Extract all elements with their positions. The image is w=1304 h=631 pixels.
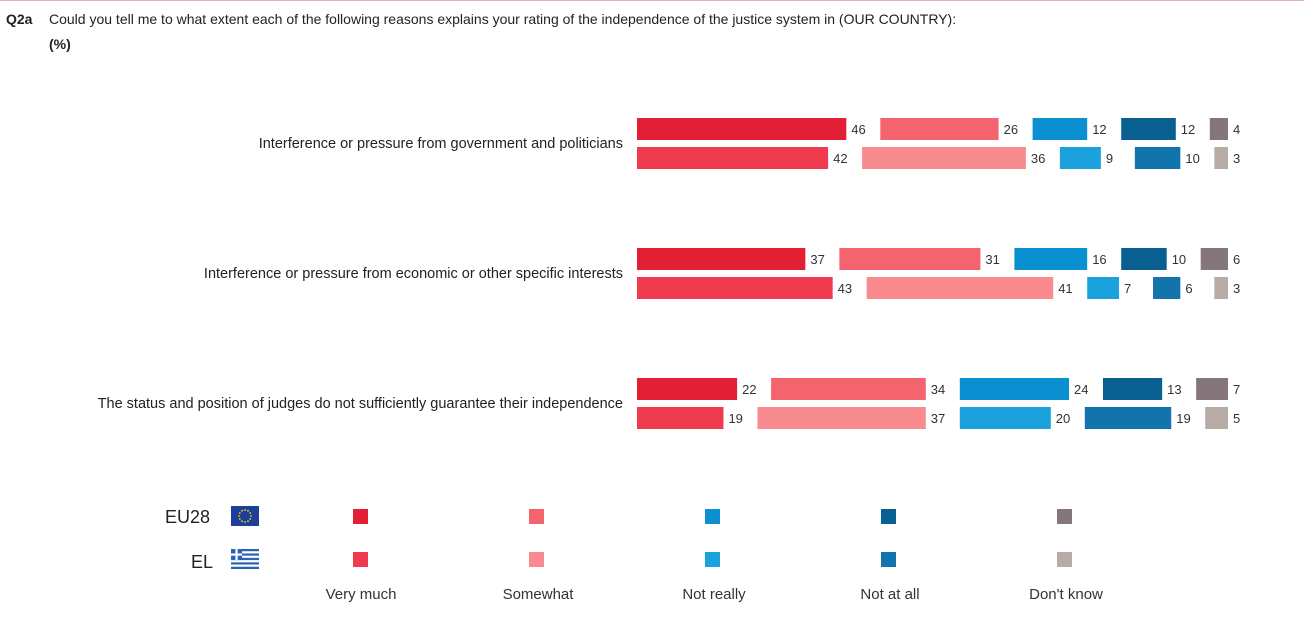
bar-not-at-all-el xyxy=(1153,277,1181,299)
data-label: 20 xyxy=(1056,411,1070,426)
legend-swatch-eu28-not-at-all xyxy=(881,509,896,524)
bar-not-at-all-el xyxy=(1084,407,1172,429)
bar-not-really-eu28 xyxy=(1032,118,1088,140)
bar-very-much-el xyxy=(637,407,724,429)
data-label: 5 xyxy=(1233,411,1240,426)
data-label: 12 xyxy=(1181,122,1195,137)
bar-somewhat-eu28 xyxy=(771,378,926,400)
bar-not-really-eu28 xyxy=(1014,248,1088,270)
legend-swatch-el-not-really xyxy=(705,552,720,567)
legend-label-not-really: Not really xyxy=(682,586,746,603)
legend-swatch-eu28-somewhat xyxy=(529,509,544,524)
bar-don-t-know-el xyxy=(1205,407,1228,429)
data-label: 19 xyxy=(728,411,742,426)
data-label: 7 xyxy=(1233,382,1240,397)
bar-not-really-el xyxy=(959,407,1051,429)
bar-not-at-all-eu28 xyxy=(1103,378,1163,400)
data-label: 19 xyxy=(1176,411,1190,426)
legend-country-el: EL xyxy=(191,552,214,572)
bar-very-much-eu28 xyxy=(637,118,847,140)
legend-swatch-eu28-very-much xyxy=(353,509,368,524)
bar-somewhat-el xyxy=(862,147,1026,169)
legend-swatch-el-very-much xyxy=(353,552,368,567)
data-label: 46 xyxy=(851,122,865,137)
question-id: Q2a xyxy=(6,11,33,27)
data-label: 24 xyxy=(1074,382,1088,397)
bar-not-at-all-eu28 xyxy=(1121,118,1176,140)
bar-not-at-all-el xyxy=(1134,147,1181,169)
legend-label-somewhat: Somewhat xyxy=(502,586,574,603)
bar-don-t-know-el xyxy=(1214,277,1228,299)
legend-label-very-much: Very much xyxy=(325,586,397,603)
legend-label-not-at-all: Not at all xyxy=(860,586,920,603)
data-label: 42 xyxy=(833,151,847,166)
bar-don-t-know-eu28 xyxy=(1209,118,1228,140)
data-label: 37 xyxy=(931,411,945,426)
bar-don-t-know-eu28 xyxy=(1200,248,1228,270)
bar-don-t-know-eu28 xyxy=(1196,378,1228,400)
bar-somewhat-el xyxy=(866,277,1054,299)
data-label: 22 xyxy=(742,382,756,397)
eu-flag-icon xyxy=(231,506,259,526)
bar-very-much-el xyxy=(637,277,833,299)
bar-not-really-eu28 xyxy=(959,378,1069,400)
data-label: 41 xyxy=(1058,281,1072,296)
legend-country-eu28: EU28 xyxy=(165,507,211,527)
bar-don-t-know-el xyxy=(1214,147,1228,169)
data-label: 12 xyxy=(1092,122,1106,137)
category-label: Interference or pressure from government… xyxy=(259,136,623,152)
data-label: 16 xyxy=(1092,252,1106,267)
bar-somewhat-el xyxy=(757,407,926,429)
data-label: 43 xyxy=(838,281,852,296)
category-label: The status and position of judges do not… xyxy=(98,396,623,412)
bar-not-really-el xyxy=(1087,277,1120,299)
data-label: 10 xyxy=(1172,252,1186,267)
data-label: 7 xyxy=(1124,281,1131,296)
bar-very-much-el xyxy=(637,147,829,169)
top-border xyxy=(0,0,1304,1)
data-label: 37 xyxy=(810,252,824,267)
category-label: Interference or pressure from economic o… xyxy=(204,266,623,282)
data-label: 6 xyxy=(1185,281,1192,296)
legend-swatch-el-not-at-all xyxy=(881,552,896,567)
data-label: 10 xyxy=(1185,151,1199,166)
legend-swatch-el-dont-know xyxy=(1057,552,1072,567)
data-label: 4 xyxy=(1233,122,1240,137)
bar-somewhat-eu28 xyxy=(880,118,999,140)
data-label: 9 xyxy=(1106,151,1113,166)
legend-swatch-el-somewhat xyxy=(529,552,544,567)
data-label: 3 xyxy=(1233,151,1240,166)
unit-label: (%) xyxy=(49,36,71,52)
legend-label-dont-know: Don't know xyxy=(1029,586,1103,603)
legend-swatch-eu28-not-really xyxy=(705,509,720,524)
data-label: 3 xyxy=(1233,281,1240,296)
bar-very-much-eu28 xyxy=(637,378,738,400)
data-label: 6 xyxy=(1233,252,1240,267)
greece-flag-icon xyxy=(231,549,259,569)
bar-not-at-all-eu28 xyxy=(1121,248,1167,270)
legend-swatch-eu28-dont-know xyxy=(1057,509,1072,524)
bar-not-really-el xyxy=(1059,147,1101,169)
question-text: Could you tell me to what extent each of… xyxy=(49,11,957,27)
bar-somewhat-eu28 xyxy=(839,248,981,270)
bar-very-much-eu28 xyxy=(637,248,806,270)
data-label: 13 xyxy=(1167,382,1181,397)
data-label: 34 xyxy=(931,382,945,397)
data-label: 26 xyxy=(1004,122,1018,137)
data-label: 36 xyxy=(1031,151,1045,166)
data-label: 31 xyxy=(985,252,999,267)
